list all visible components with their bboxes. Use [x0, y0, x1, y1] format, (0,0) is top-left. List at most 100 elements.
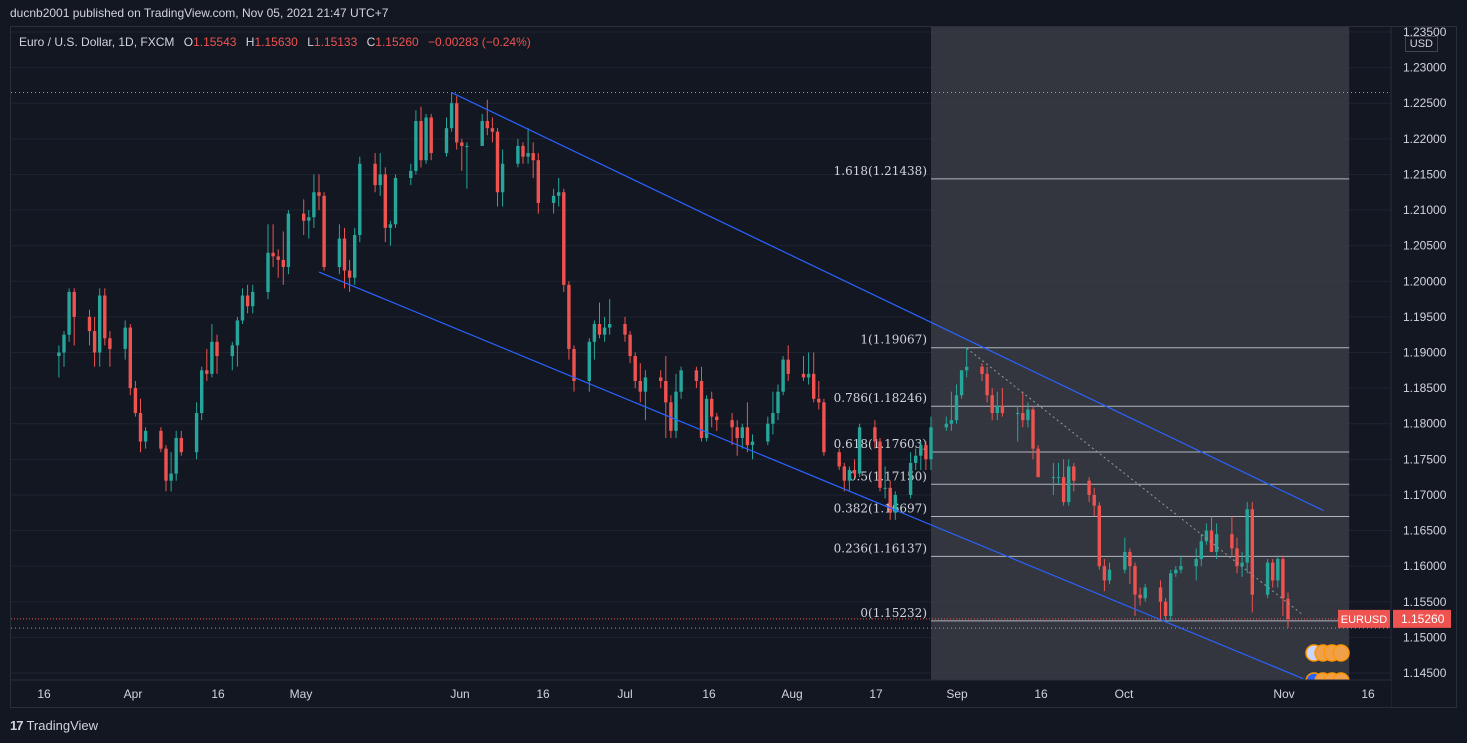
candle-body — [1214, 534, 1219, 552]
candle-body — [704, 398, 709, 438]
price-tick-label: 1.17000 — [1403, 488, 1447, 502]
time-tick-label: Oct — [1115, 687, 1134, 701]
candle-body — [608, 324, 612, 328]
time-tick-label: 16 — [37, 687, 51, 701]
symbol-legend: Euro / U.S. Dollar, 1D, FXCM O1.15543 H1… — [19, 35, 531, 49]
currency-badge[interactable]: USD — [1404, 36, 1438, 52]
candle-body — [1209, 530, 1214, 552]
fib-level-label: 1.618(1.21438) — [834, 164, 927, 178]
candle-body — [878, 441, 882, 488]
candle-body — [557, 192, 561, 196]
candle-body — [572, 348, 576, 381]
economic-event-icon — [1332, 644, 1350, 662]
fib-level-label: 0.5(1.17150) — [849, 469, 927, 483]
candle-body — [1265, 562, 1270, 595]
candle-body — [888, 487, 892, 513]
candle-body — [628, 334, 632, 357]
candle-body — [62, 334, 66, 353]
candle-body — [1031, 409, 1035, 449]
candle-body — [715, 416, 719, 421]
fib-level-label: 0.236(1.16137) — [834, 541, 927, 555]
candle-body — [1158, 587, 1163, 602]
price-axis — [1391, 27, 1456, 707]
candle-body — [801, 373, 806, 378]
close-value: 1.15260 — [375, 35, 419, 49]
candle-body — [205, 370, 209, 374]
candle-body — [659, 377, 663, 381]
tradingview-brand-text: TradingView — [26, 718, 99, 733]
candle-body — [949, 420, 954, 424]
candle-body — [699, 380, 704, 438]
candle-body — [281, 259, 285, 268]
candle-body — [567, 284, 571, 349]
candle-body — [164, 448, 168, 481]
candle-body — [664, 380, 668, 403]
candle-body — [1276, 559, 1280, 581]
candle-body — [383, 174, 387, 228]
candle-body — [342, 238, 347, 271]
candle-body — [1271, 562, 1275, 581]
candle-body — [638, 380, 642, 392]
tradingview-logo[interactable]: 17 TradingView — [10, 718, 98, 733]
candle-body — [679, 370, 683, 392]
candle-body — [771, 413, 775, 424]
candle-body — [980, 366, 984, 374]
price-tick-label: 1.18000 — [1403, 417, 1447, 431]
time-tick-label: Apr — [124, 687, 143, 701]
fib-level-label: 0.382(1.16697) — [834, 502, 927, 516]
candle-body — [643, 377, 648, 392]
candle-body — [373, 163, 377, 186]
symbol-title[interactable]: Euro / U.S. Dollar, 1D, FXCM — [19, 35, 175, 49]
candlestick-chart[interactable]: 1.618(1.21438) 1(1.19067) 0.786(1.18246) 0.… — [11, 27, 1456, 707]
candle-body — [1092, 494, 1096, 506]
candle-body — [465, 145, 469, 147]
candle-body — [347, 270, 352, 278]
candle-body — [1056, 477, 1061, 479]
candle-body — [592, 324, 597, 342]
chart-pane[interactable]: 1.618(1.21438) 1(1.19067) 0.786(1.18246) 0.… — [10, 26, 1457, 708]
candle-body — [240, 295, 245, 321]
publish-header: ducnb2001 published on TradingView.com, … — [10, 6, 389, 20]
time-tick-label: Jun — [450, 687, 469, 701]
time-tick-label: 16 — [536, 687, 550, 701]
candle-body — [271, 252, 275, 257]
candle-body — [633, 356, 637, 381]
candle-body — [1286, 598, 1290, 619]
candle-body — [312, 192, 316, 218]
time-axis — [11, 680, 1391, 707]
candle-body — [521, 145, 525, 157]
close-label: C — [366, 35, 376, 49]
candle-body — [92, 331, 97, 353]
candle-body — [847, 470, 852, 481]
price-tick-label: 1.22000 — [1403, 132, 1447, 146]
candle-body — [429, 117, 433, 154]
candle-body — [230, 345, 234, 357]
price-tick-label: 1.15000 — [1403, 630, 1447, 644]
candle-body — [883, 487, 887, 489]
candle-body — [776, 391, 780, 414]
candle-body — [852, 470, 857, 474]
time-tick-label: May — [290, 687, 313, 701]
candle-body — [358, 163, 362, 235]
time-tick-label: 16 — [1361, 687, 1375, 701]
time-tick-label: 16 — [702, 687, 716, 701]
candle-body — [388, 224, 393, 228]
candle-body — [480, 121, 484, 146]
candle-body — [908, 462, 913, 495]
tradingview-logo-icon: 17 — [10, 718, 24, 733]
candle-body — [251, 291, 255, 307]
candle-body — [735, 427, 739, 438]
low-label: L — [307, 35, 314, 49]
candle-body — [210, 341, 214, 374]
candle-body — [159, 430, 163, 449]
candle-body — [485, 121, 489, 129]
candle-body — [128, 327, 132, 389]
candle-body — [1036, 448, 1040, 478]
candle-body — [694, 370, 699, 381]
fib-zone — [931, 27, 1350, 680]
price-tick-label: 1.16000 — [1403, 559, 1447, 573]
candle-body — [424, 117, 428, 161]
candle-body — [1179, 566, 1183, 570]
time-tick-label: 16 — [1034, 687, 1048, 701]
candle-body — [740, 427, 744, 438]
